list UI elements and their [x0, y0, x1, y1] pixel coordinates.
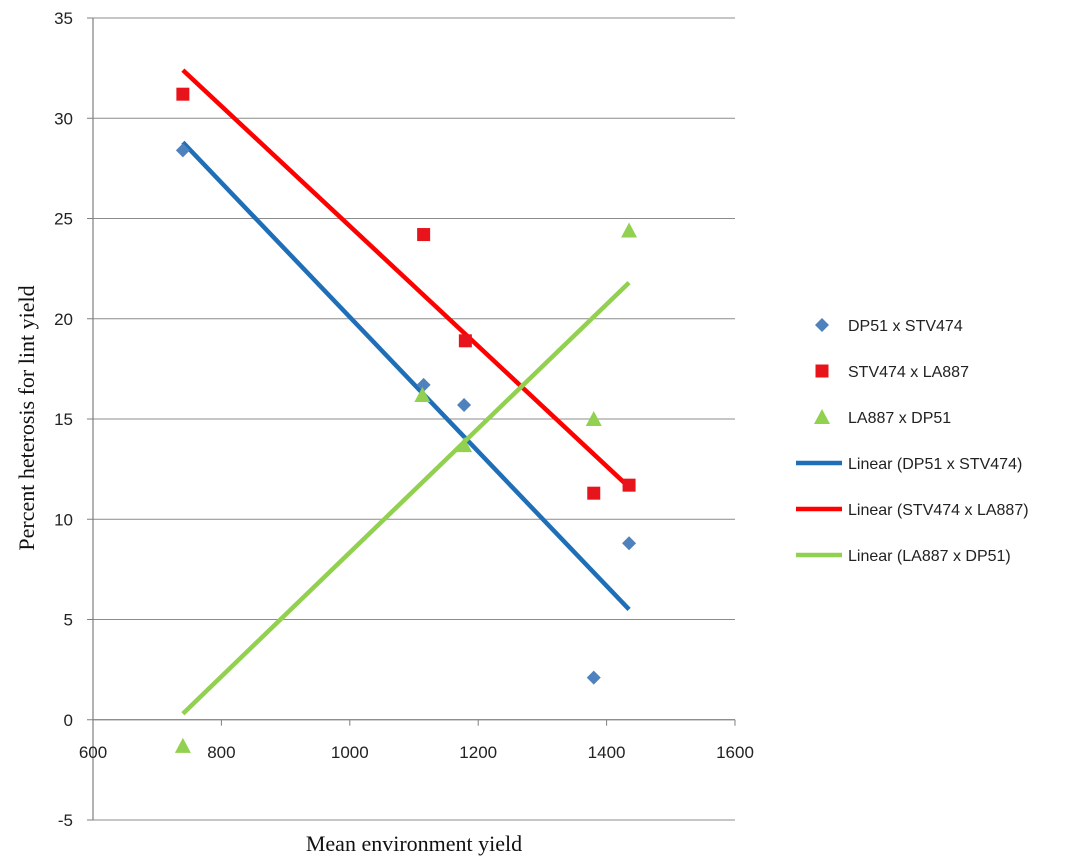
trendlines — [181, 68, 631, 716]
x-tick-label: 800 — [207, 743, 235, 762]
x-tick-label: 1000 — [331, 743, 369, 762]
y-tick-label: 20 — [54, 310, 73, 329]
legend-label: DP51 x STV474 — [848, 318, 963, 335]
data-point — [585, 411, 602, 426]
legend-label: LA887 x DP51 — [848, 410, 951, 427]
axes — [87, 17, 736, 821]
data-point — [416, 377, 431, 392]
legend-marker — [814, 409, 830, 424]
legend-label: Linear (DP51 x STV474) — [848, 456, 1022, 473]
data-point — [417, 228, 431, 242]
legend: DP51 x STV474 STV474 x LA887 LA887 x DP51 L… — [796, 318, 1029, 565]
data-point — [622, 478, 636, 492]
trendline — [181, 68, 631, 489]
data-point — [175, 143, 190, 158]
y-tick-label: 25 — [54, 210, 73, 229]
trendline — [181, 140, 631, 612]
y-tick-label: 10 — [54, 510, 73, 529]
data-point — [456, 437, 473, 453]
data-point — [622, 536, 637, 551]
trendline — [181, 281, 631, 716]
data-points — [174, 87, 638, 753]
legend-label: Linear (LA887 x DP51) — [848, 548, 1011, 565]
y-tick-label: 35 — [54, 9, 73, 28]
grid-lines — [93, 17, 735, 821]
x-tick-label: 1400 — [588, 743, 626, 762]
legend-label: Linear (STV474 x LA887) — [848, 502, 1029, 519]
x-tick-label: 1200 — [459, 743, 497, 762]
legend-label: STV474 x LA887 — [848, 364, 969, 381]
y-tick-label: 0 — [64, 711, 73, 730]
y-tick-label: 15 — [54, 410, 73, 429]
data-point — [174, 737, 191, 753]
legend-marker — [815, 318, 829, 332]
data-point — [176, 87, 190, 101]
y-tick-label: -5 — [58, 811, 73, 830]
data-point — [414, 386, 431, 402]
data-point — [586, 670, 601, 685]
data-point — [621, 222, 638, 238]
tick-labels: 600 800 1000 1200 1400 1600 -5 0 5 10 15 20 25 30 35 — [54, 9, 754, 830]
x-axis-title: Mean environment yield — [306, 831, 522, 856]
y-axis-title: Percent heterosis for lint yield — [14, 285, 39, 550]
data-point — [457, 397, 472, 412]
x-tick-label: 600 — [79, 743, 107, 762]
y-tick-label: 5 — [64, 611, 73, 630]
x-tick-label: 1600 — [716, 743, 754, 762]
legend-marker — [815, 364, 829, 378]
data-point — [587, 486, 601, 500]
data-point — [458, 334, 472, 348]
y-tick-label: 30 — [54, 109, 73, 128]
